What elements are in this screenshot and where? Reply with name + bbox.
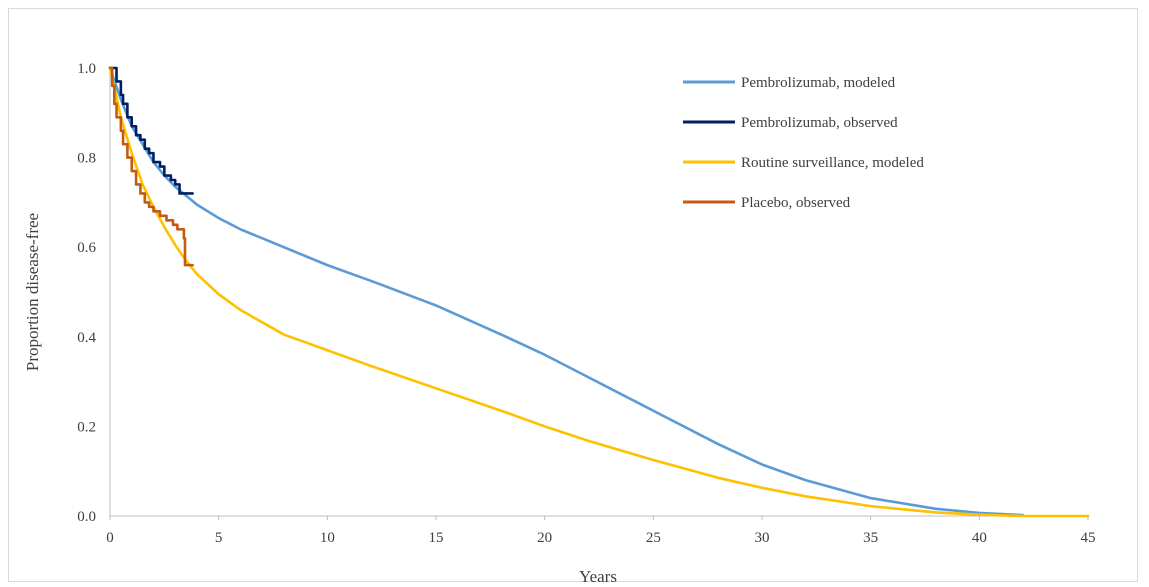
series-line-2 <box>108 66 194 195</box>
x-tick-label: 35 <box>863 530 878 546</box>
x-tick-label: 0 <box>106 530 114 546</box>
x-tick-label: 40 <box>972 530 987 546</box>
legend: Pembrolizumab, modeled Pembrolizumab, obs… <box>683 75 924 211</box>
x-tick-label: 45 <box>1081 530 1096 546</box>
legend-label: Routine surveillance, modeled <box>741 155 924 171</box>
y-tick-label: 1.0 <box>77 61 96 77</box>
series-line-3 <box>108 66 1090 518</box>
series-lines <box>108 66 1090 518</box>
x-tick-label: 15 <box>429 530 444 546</box>
x-tick-label: 5 <box>215 530 223 546</box>
x-tick-label: 25 <box>646 530 661 546</box>
y-tick-label: 0.4 <box>77 330 96 346</box>
y-tick-label: 0.8 <box>77 151 96 167</box>
chart-frame <box>8 8 1138 582</box>
legend-label: Pembrolizumab, observed <box>741 115 898 131</box>
y-tick-label: 0.6 <box>77 240 96 256</box>
x-tick-label: 30 <box>755 530 770 546</box>
y-axis-title: Proportion disease-free <box>23 213 42 371</box>
y-tick-label: 0.0 <box>77 509 96 525</box>
legend-label: Pembrolizumab, modeled <box>741 75 896 91</box>
x-axis-title: Years <box>579 567 617 586</box>
x-tick-label: 20 <box>537 530 552 546</box>
legend-label: Placebo, observed <box>741 195 851 211</box>
y-tick-label: 0.2 <box>77 419 96 435</box>
x-tick-label: 10 <box>320 530 335 546</box>
series-line-4 <box>108 66 194 267</box>
series-line-1 <box>108 66 1025 517</box>
axes: 0 5 10 15 20 25 30 35 40 45 0.0 0.2 0.4 0.6 0.8 1.0 <box>77 61 1095 546</box>
